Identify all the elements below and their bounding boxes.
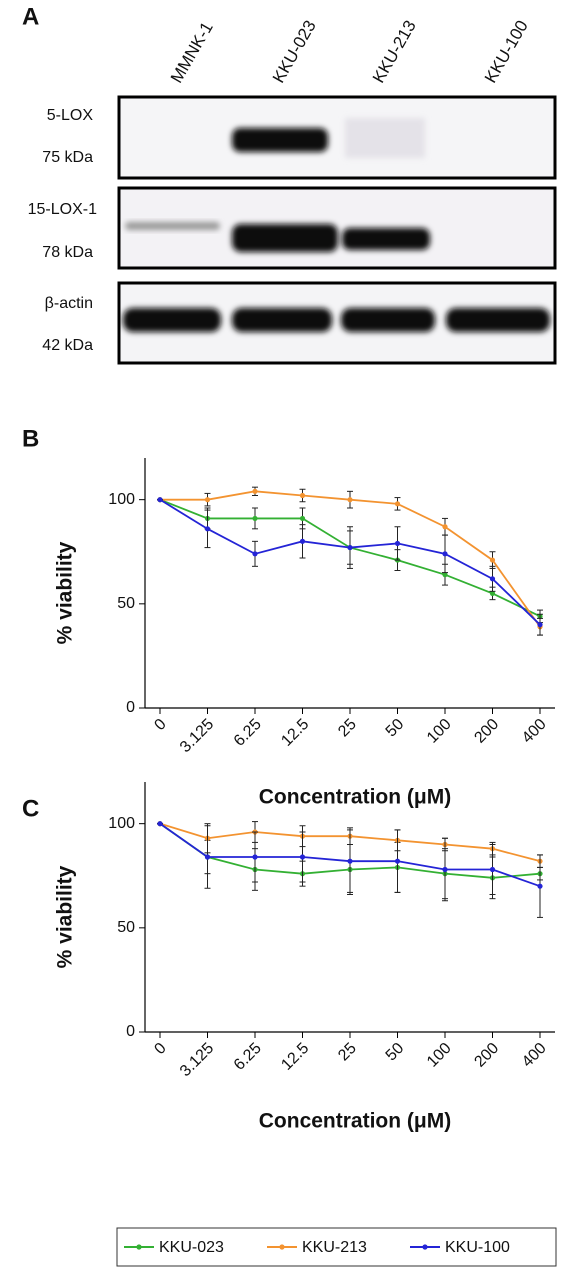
point: [442, 866, 448, 873]
point: [204, 526, 211, 532]
point: [299, 854, 306, 860]
x-tick-label: 0: [151, 716, 169, 734]
lane-label: KKU-100: [481, 17, 532, 86]
y-tick-label: 100: [108, 815, 135, 832]
point: [347, 497, 353, 503]
lane-label: KKU-023: [269, 17, 320, 86]
x-axis-title: Concentration (μM): [259, 1110, 452, 1133]
point: [299, 492, 306, 499]
size-label: 75 kDa: [42, 149, 93, 166]
y-axis-title: % viability: [54, 541, 77, 644]
x-tick-label: 100: [424, 1040, 455, 1071]
x-tick-label: 25: [335, 716, 360, 741]
x-tick-label: 50: [383, 716, 408, 741]
point: [252, 551, 258, 557]
point: [442, 524, 448, 530]
y-tick-label: 0: [126, 1023, 135, 1040]
protein-label: β-actin: [45, 295, 93, 312]
point: [347, 858, 353, 864]
point: [489, 866, 496, 873]
x-tick-label: 12.5: [278, 1040, 312, 1074]
lane-label: MMNK-1: [167, 19, 217, 87]
x-tick-label: 6.25: [231, 716, 265, 750]
blot-strip: [117, 186, 557, 270]
size-label: 78 kDa: [42, 244, 93, 261]
x-tick-label: 3.125: [177, 716, 217, 756]
legend-box: [116, 1227, 557, 1267]
x-tick-label: 50: [383, 1040, 408, 1065]
point: [489, 557, 496, 563]
blot-strip: [117, 95, 557, 180]
x-tick-label: 0: [151, 1040, 169, 1058]
point: [489, 576, 496, 582]
point: [442, 551, 448, 557]
point: [394, 858, 401, 864]
point: [299, 515, 306, 522]
point: [489, 590, 496, 597]
x-tick-label: 200: [471, 716, 502, 747]
legend: KKU-023 KKU-213 KKU-100: [116, 1227, 557, 1267]
panel-label: B: [22, 425, 39, 452]
point: [252, 488, 258, 494]
point: [537, 883, 543, 889]
point: [204, 497, 211, 503]
panel-label: C: [22, 795, 39, 822]
point: [394, 540, 401, 547]
legend-marker: [279, 1244, 285, 1250]
x-tick-label: 200: [471, 1040, 502, 1071]
y-tick-label: 50: [117, 919, 135, 936]
x-tick-label: 6.25: [231, 1040, 265, 1074]
size-label: 42 kDa: [42, 337, 93, 354]
point: [252, 515, 258, 522]
legend-marker: [422, 1244, 428, 1250]
x-tick-label: 400: [519, 1040, 550, 1071]
y-axis-title: % viability: [54, 865, 77, 968]
blot-strip: [117, 281, 557, 365]
point: [394, 501, 401, 507]
y-tick-label: 0: [126, 699, 135, 716]
legend-label: KKU-100: [445, 1239, 510, 1256]
x-axis-title: Concentration (μM): [259, 786, 452, 809]
point: [204, 854, 211, 860]
point: [347, 544, 353, 551]
legend-marker: [136, 1244, 142, 1250]
point: [157, 821, 163, 827]
x-tick-label: 25: [335, 1040, 360, 1065]
point: [442, 572, 448, 578]
legend-label: KKU-213: [302, 1239, 367, 1256]
x-tick-label: 3.125: [177, 1040, 217, 1080]
lane-label: KKU-213: [369, 17, 420, 86]
x-tick-label: 400: [519, 716, 550, 747]
legend-label: KKU-023: [159, 1239, 224, 1256]
x-tick-label: 12.5: [278, 716, 312, 750]
point: [157, 497, 163, 503]
point: [299, 538, 306, 544]
y-tick-label: 100: [108, 491, 135, 508]
x-tick-label: 100: [424, 716, 455, 747]
point: [252, 854, 258, 860]
point: [537, 622, 543, 628]
panel-label: A: [22, 3, 39, 30]
y-tick-label: 50: [117, 595, 135, 612]
protein-label: 15-LOX-1: [28, 201, 97, 218]
protein-label: 5-LOX: [47, 107, 94, 124]
